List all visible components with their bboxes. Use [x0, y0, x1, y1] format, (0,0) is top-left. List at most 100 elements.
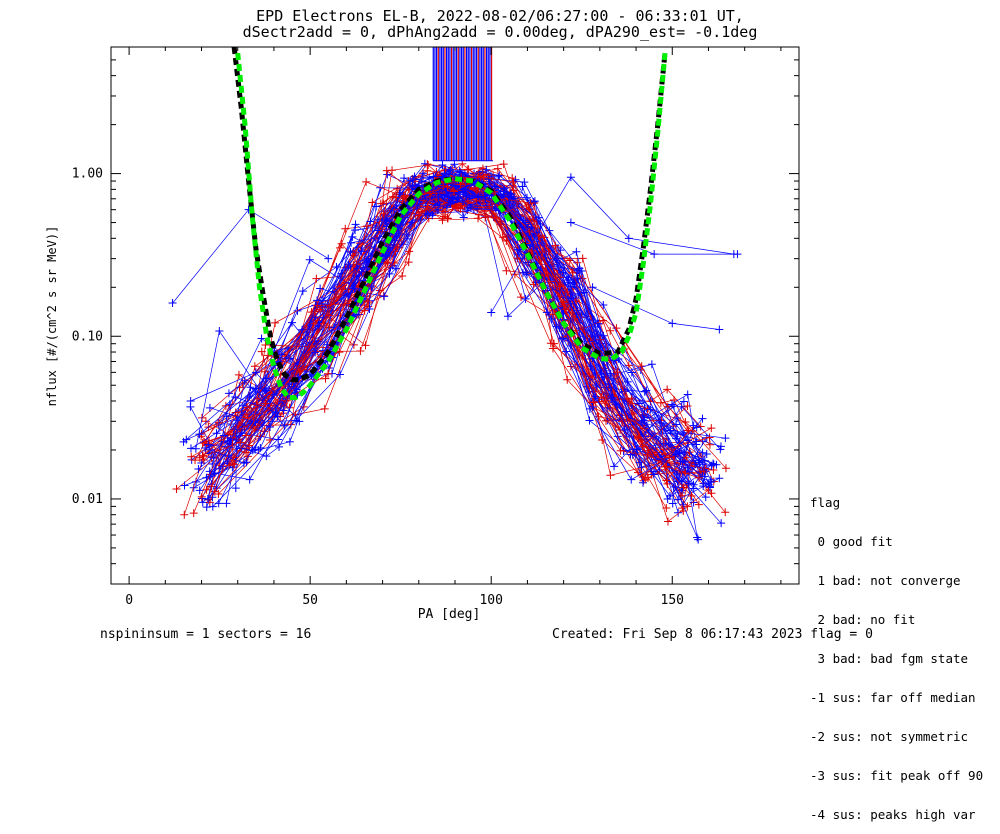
spectrum-point [689, 498, 698, 507]
spectrum-point [456, 204, 465, 213]
spectrum-point [219, 431, 228, 440]
chart-title-line2: dSectr2add = 0, dPhAng2add = 0.00deg, dP… [242, 23, 758, 41]
spectrum-point [482, 165, 491, 174]
spectrum-point [459, 213, 468, 222]
spectrum-point [443, 214, 452, 223]
spectrum-point [204, 440, 213, 449]
spectrum-point [603, 394, 612, 403]
spectrum-point [707, 478, 716, 487]
spectrum-point [568, 268, 577, 277]
spectrum-point [232, 416, 241, 425]
spectrum-point [240, 376, 249, 385]
spectrum-line [199, 176, 689, 459]
spectrum-point [696, 422, 705, 431]
spectrum-point [503, 312, 512, 321]
spectrum-point [316, 284, 325, 293]
spectrum-point [201, 417, 210, 426]
legend-item: -3 sus: fit peak off 90 [810, 768, 984, 783]
x-tick-label: 50 [302, 593, 318, 608]
spectrum-point [698, 460, 707, 469]
spectrum-point [599, 301, 608, 310]
chart-title-line1: EPD Electrons EL-B, 2022-08-02/06:27:00 … [256, 7, 744, 25]
spectrum-point [663, 479, 672, 488]
spectrum-point [362, 256, 371, 265]
spectrum-point [555, 282, 564, 291]
spectrum-point [421, 209, 430, 218]
spectrum-point [474, 214, 483, 223]
x-axis-label: PA [deg] [418, 607, 481, 622]
spectrum-point [313, 301, 322, 310]
spectrum-point [275, 442, 284, 451]
spectrum-point [649, 470, 658, 479]
spectrum-point [663, 385, 672, 394]
spectrum-point [623, 377, 632, 386]
spectrum-point [205, 498, 214, 507]
spectrum-point [674, 508, 683, 517]
spectrum-point [499, 187, 508, 196]
spectrum-point [662, 462, 671, 471]
spectrum-point [203, 495, 212, 504]
spectrum-point [357, 247, 366, 256]
spectrum-point [373, 226, 382, 235]
spectrum-point [530, 197, 539, 206]
spectrum-line [212, 189, 694, 507]
spectrum-point [362, 177, 371, 186]
spectrum-point [199, 456, 208, 465]
spectrum-point [172, 485, 181, 494]
spectrum-point [694, 473, 703, 482]
spectrum-point [202, 503, 211, 512]
spectrum-point [335, 348, 344, 357]
spectrum-point [613, 368, 622, 377]
spectrum-point [508, 174, 517, 183]
spectrum-point [393, 184, 402, 193]
spectrum-point [231, 392, 240, 401]
spectrum-point [478, 164, 487, 173]
spectrum-point [312, 274, 321, 283]
fit-curve [235, 52, 668, 401]
spectrum-point [638, 442, 647, 451]
spectrum-point [522, 193, 531, 202]
spectrum-point [250, 362, 259, 371]
spectrum-point [702, 450, 711, 459]
spectrum-point [288, 318, 297, 327]
spectrum-point [585, 404, 594, 413]
spectrum-point [335, 282, 344, 291]
footer-settings: nspininsum = 1 sectors = 16 [100, 627, 312, 642]
spectrum-point [676, 457, 685, 466]
spectrum-point [383, 258, 392, 267]
spectrum-point [565, 256, 574, 265]
spectrum-point [199, 452, 208, 461]
spectrum-point [372, 202, 381, 211]
spectrum-point [616, 446, 625, 455]
spectrum-point [210, 469, 219, 478]
spectrum-line [172, 209, 329, 304]
spectrum-point [429, 172, 438, 181]
spectrum-point [481, 213, 490, 222]
spectrum-point [198, 498, 207, 507]
legend-item: 2 bad: no fit [810, 612, 916, 627]
spectrum-point [602, 416, 611, 425]
spectrum-point [683, 402, 692, 411]
spectrum-point [335, 243, 344, 252]
spectrum-point [707, 424, 716, 433]
spectrum-point [694, 535, 703, 544]
spectrum-point [230, 453, 239, 462]
spectrum-point [689, 484, 698, 493]
spectrum-point [502, 266, 511, 275]
spectrum-line [194, 182, 693, 509]
spectrum-point [640, 424, 649, 433]
spectrum-line [223, 191, 705, 477]
axes: 0 50 100 150 0.01 0.10 1.00 [72, 46, 799, 608]
spectrum-point [709, 465, 718, 474]
spectrum-point [266, 436, 275, 445]
spectrum-point [632, 445, 641, 454]
spectrum-point [499, 160, 508, 169]
spectrum-point [321, 374, 330, 383]
spectrum-point [683, 390, 692, 399]
spectrum-point [610, 462, 619, 471]
spectrum-line [211, 172, 694, 503]
spectrum-point [684, 479, 693, 488]
spectrum-point [518, 268, 527, 277]
spectrum-point [705, 482, 714, 491]
spectrum-point [509, 177, 518, 186]
